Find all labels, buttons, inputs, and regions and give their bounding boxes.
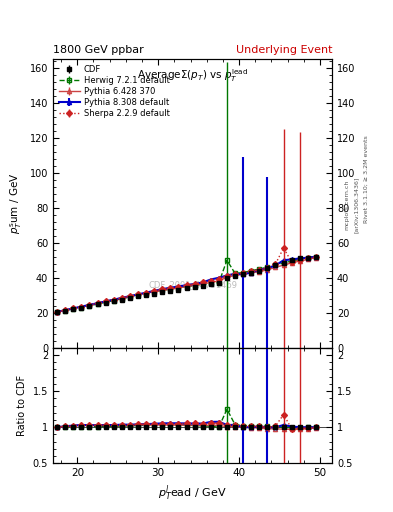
- Text: Underlying Event: Underlying Event: [235, 45, 332, 55]
- Text: mcplots.cern.ch: mcplots.cern.ch: [344, 180, 349, 230]
- Legend: CDF, Herwig 7.2.1 default, Pythia 6.428 370, Pythia 8.308 default, Sherpa 2.2.9 : CDF, Herwig 7.2.1 default, Pythia 6.428 …: [57, 63, 171, 120]
- Text: Average$\Sigma(p_T)$ vs $p_T^{\rm lead}$: Average$\Sigma(p_T)$ vs $p_T^{\rm lead}$: [137, 68, 248, 84]
- Text: Rivet 3.1.10; ≥ 3.2M events: Rivet 3.1.10; ≥ 3.2M events: [364, 135, 369, 223]
- Text: 1800 GeV ppbar: 1800 GeV ppbar: [53, 45, 144, 55]
- Y-axis label: $p_T^{\rm s}$um / GeV: $p_T^{\rm s}$um / GeV: [9, 173, 24, 234]
- Text: CDF_2001_S4751469: CDF_2001_S4751469: [148, 280, 237, 289]
- Y-axis label: Ratio to CDF: Ratio to CDF: [17, 375, 27, 436]
- Text: [arXiv:1306.3436]: [arXiv:1306.3436]: [354, 177, 359, 233]
- X-axis label: $p_T^l$ead / GeV: $p_T^l$ead / GeV: [158, 484, 227, 503]
